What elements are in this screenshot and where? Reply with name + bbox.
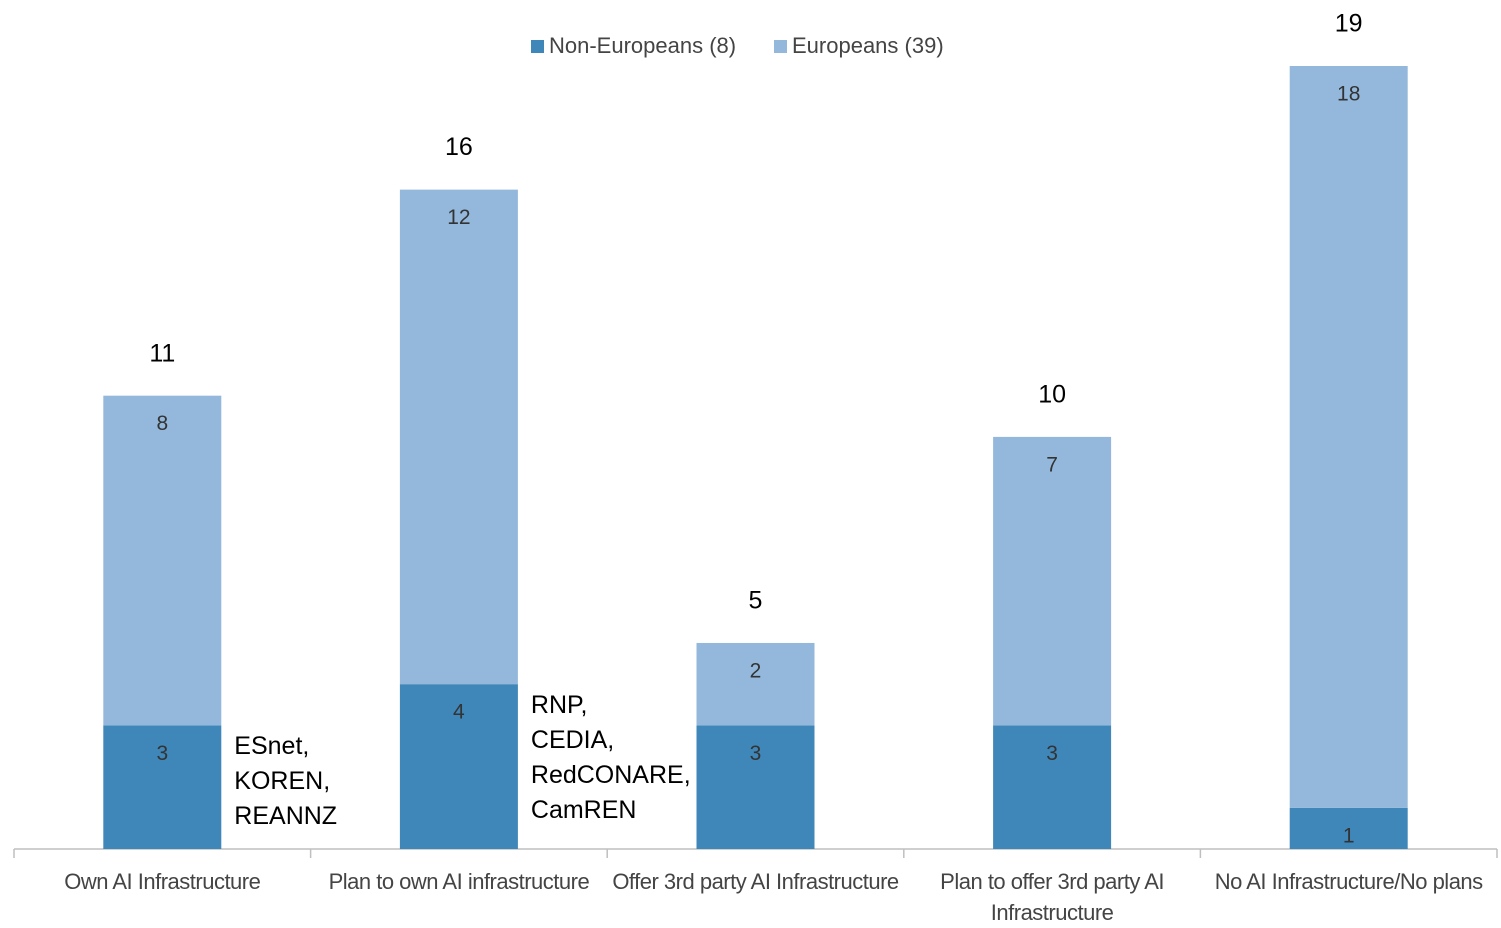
annotation: REANNZ (234, 802, 337, 830)
bar-segment (696, 725, 815, 849)
bar-segment (696, 642, 815, 726)
segment-label: 18 (1337, 83, 1360, 106)
annotation: CEDIA, (531, 726, 614, 754)
annotation: KOREN, (234, 767, 330, 795)
legend-label: Europeans (39) (792, 33, 944, 58)
annotation: RedCONARE, (531, 761, 691, 789)
bar-segment (993, 725, 1112, 849)
bar-segment (1289, 66, 1408, 808)
bar-segment (993, 436, 1112, 726)
legend-swatch (774, 40, 787, 53)
annotation: RNP, (531, 691, 588, 719)
legend-swatch (531, 40, 544, 53)
legend-label: Non-Europeans (8) (549, 33, 736, 58)
total-label: 10 (1038, 381, 1066, 409)
segment-label: 3 (750, 742, 762, 765)
total-label: 16 (445, 133, 473, 161)
segment-label: 12 (447, 206, 470, 229)
annotation: ESnet, (234, 732, 309, 760)
annotation: CamREN (531, 796, 637, 824)
x-tick-label: Plan to offer 3rd party AI Infrastructur… (940, 869, 1165, 925)
x-tick-label: Plan to own AI infrastructure (328, 869, 590, 894)
segment-label: 4 (453, 701, 465, 724)
segment-label: 7 (1046, 453, 1058, 476)
segment-label: 8 (156, 412, 168, 435)
bar-segment (103, 395, 222, 726)
x-tick-label: No AI Infrastructure/No plans (1214, 869, 1483, 894)
segment-label: 2 (750, 659, 762, 682)
segment-label: 3 (1046, 742, 1058, 765)
bar-segment (103, 725, 222, 849)
x-tick-label: Offer 3rd party AI Infrastructure (612, 869, 899, 894)
segment-label: 3 (156, 742, 168, 765)
bar-segment (399, 684, 518, 849)
total-label: 11 (149, 339, 175, 367)
segment-label: 1 (1343, 825, 1355, 848)
bar-segment (399, 189, 518, 685)
total-label: 5 (749, 587, 763, 615)
total-label: 19 (1335, 10, 1363, 38)
bar-segment (1289, 807, 1408, 849)
x-tick-label: Own AI Infrastructure (64, 869, 261, 894)
